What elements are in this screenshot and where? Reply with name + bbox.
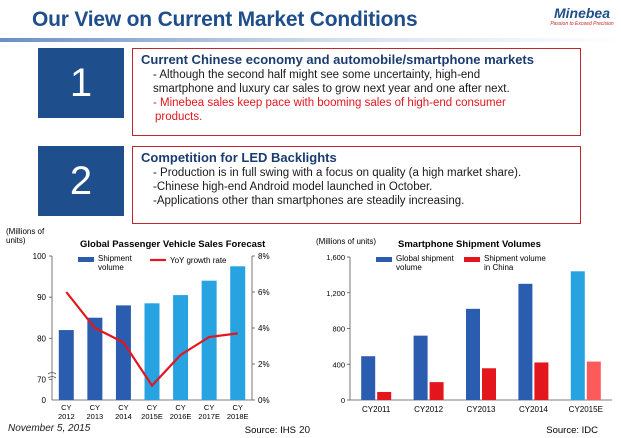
x-tick-label: 2018E: [227, 412, 249, 421]
bar-shipment-volume: [58, 330, 74, 400]
point-2-heading: Competition for LED Backlights: [141, 150, 337, 165]
y-tick-label: 70: [37, 375, 46, 384]
chart-source: Source: IHS: [245, 425, 296, 436]
bar-shipment-volume: [173, 295, 189, 400]
point-1-line: smartphone and luxury car sales to grow …: [153, 83, 510, 95]
bar-china-shipment: [482, 368, 496, 400]
x-tick-label: CY: [118, 403, 128, 412]
chart-source: Source: IDC: [546, 425, 598, 436]
bar-shipment-volume: [201, 280, 217, 400]
y-right-tick-label: 6%: [258, 288, 270, 297]
x-tick-label: CY2013: [467, 405, 496, 414]
footer-date: November 5, 2015: [8, 423, 91, 434]
legend-label: volume: [396, 263, 422, 272]
logo-wordmark: Minebea: [553, 5, 610, 21]
y-right-tick-label: 2%: [258, 360, 270, 369]
x-tick-label: CY2015E: [569, 405, 603, 414]
legend-label: Shipment volume: [484, 254, 546, 263]
bar-global-shipment: [361, 356, 376, 400]
legend-label: YoY growth rate: [170, 256, 227, 265]
chart-unit-label: (Millions of units): [316, 237, 376, 246]
y-right-tick-label: 8%: [258, 252, 270, 261]
logo-tagline: Passion to Exceed Precision: [550, 21, 614, 27]
bar-china-shipment: [429, 382, 444, 400]
bar-china-shipment: [377, 391, 392, 400]
bar-shipment-volume: [144, 303, 160, 400]
x-tick-label: 2017E: [198, 412, 220, 421]
y-tick-label: 90: [37, 293, 46, 302]
bar-china-shipment: [586, 361, 601, 400]
x-tick-label: 2014: [115, 412, 132, 421]
x-tick-label: CY: [175, 403, 185, 412]
axis-break-mark: [47, 372, 57, 379]
point-2-line: - Production is in full swing with a foc…: [153, 167, 522, 179]
bar-global-shipment: [413, 335, 428, 400]
page-title: Our View on Current Market Conditions: [32, 8, 418, 31]
page-number: 20: [299, 425, 311, 436]
x-tick-label: 2013: [87, 412, 104, 421]
point-2-line: -Applications other than smartphones are…: [153, 195, 465, 207]
point-1-textbox: Current Chinese economy and automobile/s…: [132, 48, 581, 136]
legend-label: Shipment: [98, 254, 133, 263]
bar-global-shipment: [518, 283, 533, 400]
y-tick-label: 0: [42, 396, 47, 405]
y-tick-label: 800: [332, 325, 345, 334]
legend-swatch-shipment: [78, 257, 94, 262]
x-tick-label: CY: [147, 403, 157, 412]
chart-unit-label: (Millions of: [6, 228, 45, 236]
bar-global-shipment: [570, 271, 585, 400]
legend-swatch-china: [464, 257, 480, 262]
minebea-logo: Minebea Passion to Exceed Precision: [545, 6, 619, 28]
y-right-tick-label: 4%: [258, 324, 270, 333]
point-1-line: - Although the second half might see som…: [153, 69, 481, 81]
chart-title: Smartphone Shipment Volumes: [398, 239, 541, 250]
x-tick-label: CY: [90, 403, 100, 412]
y-tick-label: 0: [341, 396, 345, 405]
x-tick-label: 2015E: [141, 412, 163, 421]
point-1-line-highlight: products.: [155, 111, 203, 123]
legend-label: Global shipment: [396, 254, 455, 263]
y-tick-label: 80: [37, 334, 46, 343]
y-tick-label: 1,200: [326, 289, 345, 298]
x-tick-label: CY: [61, 403, 71, 412]
smartphone-chart-svg: (Millions of units) Smartphone Shipment V…: [316, 237, 612, 436]
y-tick-label: 100: [33, 252, 47, 261]
vehicle-sales-chart: (Millions of units) Global Passenger Vehic…: [4, 227, 304, 438]
bar-shipment-volume: [87, 317, 103, 400]
point-1-line-highlight: - Minebea sales keep pace with booming s…: [153, 97, 506, 109]
y-right-tick-label: 0%: [258, 396, 270, 405]
title-underline: [0, 38, 621, 42]
legend-label: volume: [98, 263, 124, 272]
yoy-growth-line: [65, 291, 238, 388]
y-tick-label: 400: [332, 360, 345, 369]
point-2-number: 2: [38, 146, 124, 216]
y-tick-label: 1,600: [326, 253, 345, 262]
bar-china-shipment: [534, 362, 549, 400]
x-tick-label: 2012: [58, 412, 75, 421]
chart-unit-label: units): [6, 236, 26, 245]
bar-shipment-volume: [115, 305, 131, 400]
x-tick-label: CY: [233, 403, 243, 412]
bar-global-shipment: [466, 308, 480, 400]
x-tick-label: CY2011: [362, 405, 391, 414]
point-1-number: 1: [38, 48, 124, 118]
legend-swatch-global: [376, 257, 392, 262]
point-2-textbox: Competition for LED Backlights - Product…: [132, 146, 581, 224]
smartphone-chart: (Millions of units) Smartphone Shipment V…: [312, 228, 617, 438]
x-tick-label: 2016E: [170, 412, 192, 421]
x-tick-label: CY2012: [414, 405, 443, 414]
x-tick-label: CY2014: [519, 405, 548, 414]
bar-shipment-volume: [230, 266, 246, 400]
chart-title: Global Passenger Vehicle Sales Forecast: [80, 239, 266, 250]
point-2-line: -Chinese high-end Android model launched…: [153, 181, 433, 193]
x-tick-label: CY: [204, 403, 214, 412]
legend-label: in China: [484, 263, 514, 272]
point-1-heading: Current Chinese economy and automobile/s…: [141, 52, 534, 67]
